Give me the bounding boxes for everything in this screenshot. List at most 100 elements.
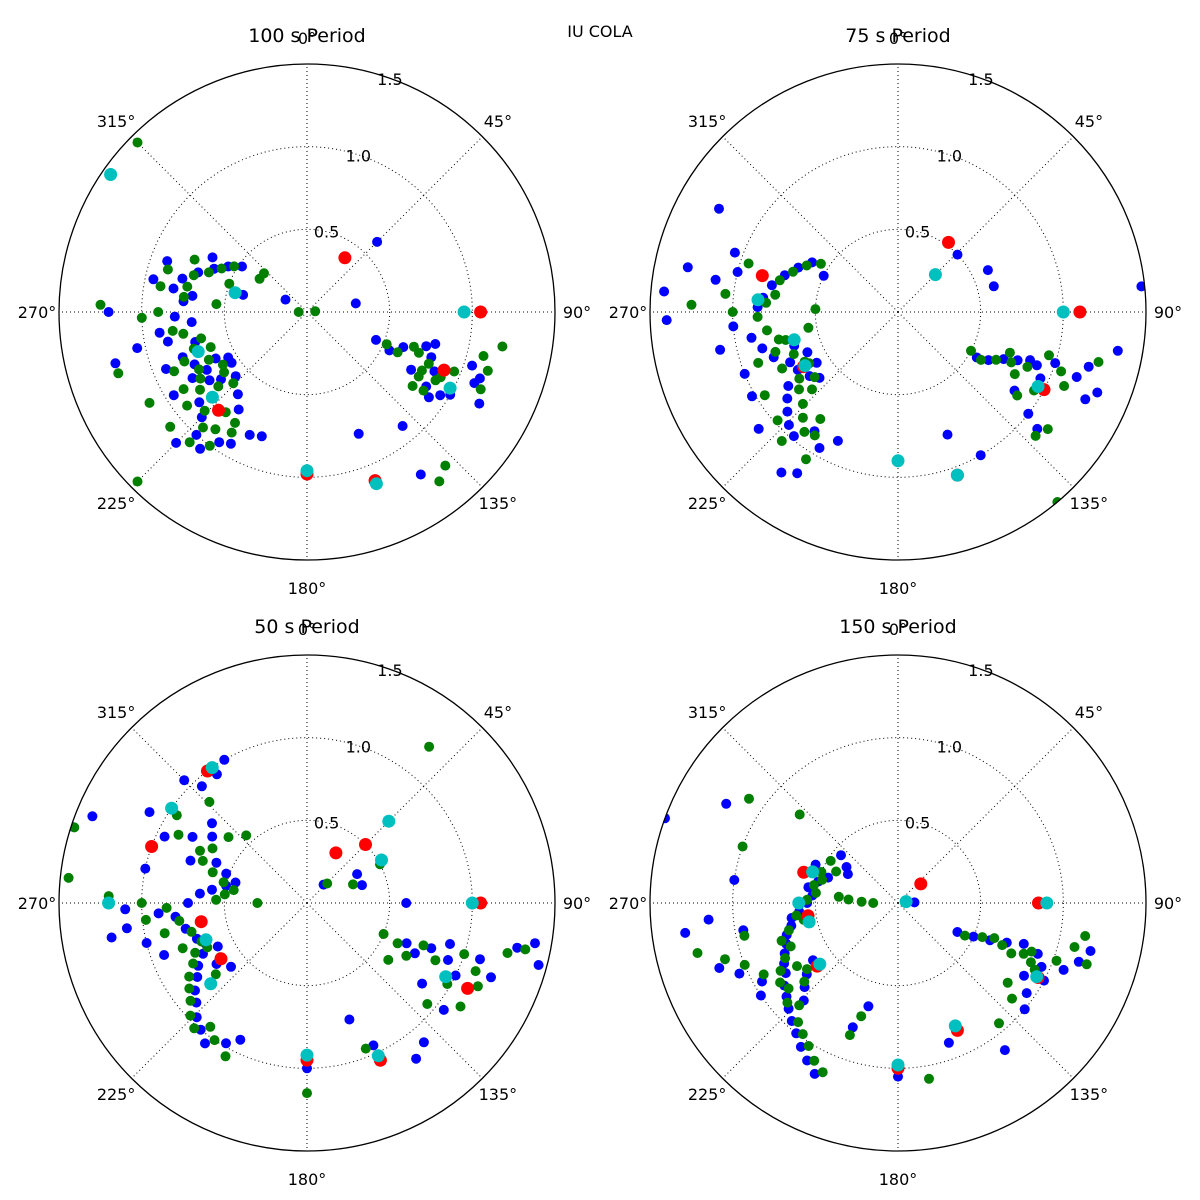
scatter-point-blue	[728, 321, 739, 332]
scatter-point-blue	[847, 1022, 858, 1033]
scatter-point-green	[470, 966, 481, 977]
scatter-point-blue	[221, 868, 232, 879]
scatter-point-green	[803, 322, 814, 333]
scatter-point-blue	[256, 431, 267, 442]
angle-tick-label: 0°	[889, 620, 907, 639]
radius-tick-label: 1.5	[377, 70, 402, 89]
scatter-point-green	[803, 1041, 814, 1051]
scatter-point-green	[184, 437, 195, 448]
scatter-point-blue	[225, 438, 236, 449]
scatter-point-blue	[237, 261, 247, 272]
radial-grid-circle	[732, 737, 1064, 1069]
scatter-point-blue	[168, 390, 179, 401]
scatter-point-red	[461, 981, 475, 995]
scatter-point-green	[413, 371, 424, 382]
angular-grid-line	[722, 311, 899, 488]
scatter-point-green	[753, 357, 764, 368]
scatter-point-green	[799, 976, 810, 987]
scatter-point-blue	[747, 391, 757, 402]
scatter-point-green	[195, 384, 205, 395]
scatter-point-green	[204, 440, 215, 451]
scatter-point-green	[144, 397, 155, 408]
scatter-point-blue	[372, 236, 383, 247]
scatter-point-green	[1025, 957, 1036, 968]
scatter-point-green	[785, 941, 796, 952]
scatter-point-blue	[214, 437, 225, 448]
scatter-point-green	[174, 915, 185, 926]
scatter-point-blue	[159, 950, 170, 960]
scatter-point-blue	[680, 927, 691, 938]
scatter-point-green	[418, 940, 429, 951]
scatter-point-cyan	[1040, 896, 1054, 910]
scatter-point-blue	[1019, 970, 1029, 981]
scatter-point-blue	[435, 390, 446, 401]
scatter-point-green	[224, 278, 235, 289]
scatter-point-blue	[443, 955, 453, 965]
angular-grid-line	[131, 311, 308, 488]
scatter-point-green	[226, 427, 237, 438]
scatter-point-green	[219, 367, 230, 378]
scatter-point-blue	[207, 252, 218, 263]
scatter-point-blue	[187, 290, 198, 301]
scatter-point-cyan	[228, 286, 242, 300]
scatter-point-blue	[1021, 988, 1032, 999]
scatter-point-green	[817, 874, 828, 885]
scatter-point-blue	[512, 942, 523, 953]
scatter-point-blue	[467, 360, 478, 371]
scatter-point-blue	[968, 931, 979, 942]
scatter-point-green	[199, 405, 210, 416]
scatter-point-green	[1051, 955, 1062, 966]
scatter-point-red	[474, 305, 488, 319]
angle-tick-label: 90°	[563, 303, 591, 322]
scatter-point-blue	[226, 961, 236, 972]
scatter-point-blue	[201, 364, 212, 375]
scatter-point-cyan	[300, 464, 314, 478]
scatter-point-blue	[943, 1037, 954, 1048]
scatter-point-green	[843, 894, 854, 905]
scatter-point-green	[401, 950, 412, 961]
angular-grid-line	[306, 727, 483, 904]
scatter-point-green	[794, 373, 805, 384]
scatter-point-green	[186, 926, 197, 937]
scatter-point-green	[188, 270, 199, 281]
scatter-point-blue	[232, 389, 243, 400]
scatter-point-blue	[219, 754, 230, 765]
scatter-point-blue	[223, 352, 234, 363]
scatter-point-green	[472, 981, 483, 992]
scatter-point-green	[794, 1000, 805, 1011]
scatter-point-blue	[162, 336, 173, 347]
scatter-point-green	[797, 412, 808, 423]
scatter-point-green	[775, 965, 786, 976]
angle-tick-label: 315°	[688, 112, 727, 131]
scatter-point-green	[497, 341, 508, 352]
scatter-point-green	[455, 1001, 466, 1012]
scatter-point-blue	[183, 898, 193, 908]
scatter-point-green	[132, 476, 143, 487]
angular-grid-line	[722, 727, 899, 904]
scatter-point-green	[774, 275, 785, 286]
scatter-point-blue	[710, 274, 721, 285]
scatter-point-green	[165, 421, 176, 432]
scatter-point-green	[184, 983, 195, 994]
radius-tick-label: 0.5	[314, 814, 339, 833]
scatter-point-cyan	[457, 305, 471, 319]
angle-tick-label: 45°	[1075, 703, 1103, 722]
scatter-point-blue	[235, 1034, 246, 1045]
scatter-point-green	[1093, 357, 1104, 367]
scatter-point-green	[810, 304, 821, 315]
angle-tick-label: 270°	[18, 303, 57, 322]
scatter-point-blue	[988, 281, 999, 292]
scatter-point-blue	[185, 855, 196, 866]
scatter-point-green	[792, 961, 802, 972]
scatter-point-green	[259, 268, 269, 279]
scatter-point-green	[808, 880, 819, 891]
scatter-point-green	[418, 385, 429, 396]
scatter-point-green	[1026, 946, 1037, 957]
angle-tick-label: 135°	[479, 1085, 518, 1104]
angle-tick-label: 0°	[298, 620, 316, 639]
scatter-point-blue	[659, 286, 670, 297]
scatter-point-green	[788, 349, 799, 360]
scatter-point-green	[422, 999, 433, 1009]
scatter-point-blue	[187, 373, 198, 384]
scatter-point-blue	[353, 428, 364, 439]
